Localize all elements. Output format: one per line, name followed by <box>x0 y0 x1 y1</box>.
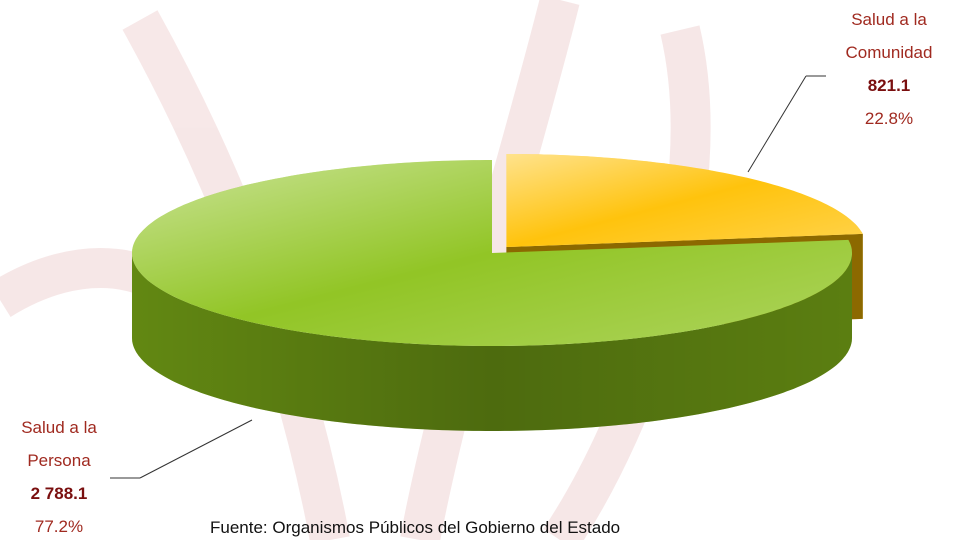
chart <box>0 0 954 540</box>
source-note: Fuente: Organismos Públicos del Gobierno… <box>210 518 620 538</box>
value-label: 821.1 <box>826 69 952 102</box>
percent-label: 22.8% <box>826 102 952 135</box>
leader-line <box>140 420 252 478</box>
page: Salud a la Comunidad 821.1 22.8% Salud a… <box>0 0 954 540</box>
slice-label: Salud a la Persona 2 788.1 77.2% <box>0 411 118 540</box>
category-label: Salud a la Comunidad <box>826 3 952 69</box>
category-label: Salud a la Persona <box>0 411 118 477</box>
leader-line <box>748 76 806 172</box>
slice-label: Salud a la Comunidad 821.1 22.8% <box>826 3 952 135</box>
percent-label: 77.2% <box>0 510 118 540</box>
slice-shine <box>506 154 862 247</box>
value-label: 2 788.1 <box>0 477 118 510</box>
